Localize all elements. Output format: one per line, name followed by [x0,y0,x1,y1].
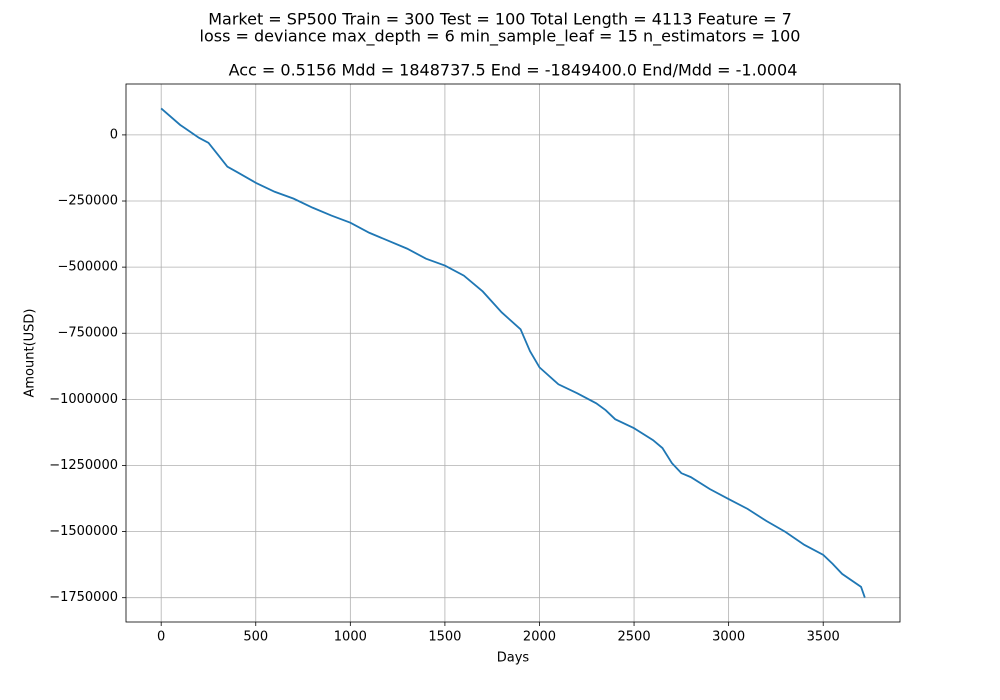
x-tick-label: 2000 [523,630,556,645]
y-tick-label: −1250000 [49,458,118,473]
y-tick-label: −750000 [57,326,118,341]
y-tick-label: −500000 [57,260,118,275]
y-tick-label: −1500000 [49,524,118,539]
x-tick-label: 0 [157,630,165,645]
x-tick-label: 3000 [712,630,745,645]
y-tick-label: −1000000 [49,392,118,407]
y-axis-label: Amount(USD) [23,308,38,397]
plot-frame [125,83,901,623]
axes-title: Acc = 0.5156 Mdd = 1848737.5 End = -1849… [229,61,798,80]
y-tick-label: 0 [110,127,118,142]
x-axis-label: Days [497,651,530,666]
x-tick-label: 500 [243,630,268,645]
line-series [160,107,866,598]
chart-title: loss = deviance max_depth = 6 min_sample… [200,27,801,47]
y-tick-label: −1750000 [49,590,118,605]
x-tick-label: 3500 [807,630,840,645]
chart-title: Market = SP500 Train = 300 Test = 100 To… [208,10,792,29]
y-tick-label: −250000 [57,194,118,209]
x-tick-label: 1500 [428,630,461,645]
x-tick-label: 2500 [618,630,651,645]
x-tick-label: 1000 [334,630,367,645]
